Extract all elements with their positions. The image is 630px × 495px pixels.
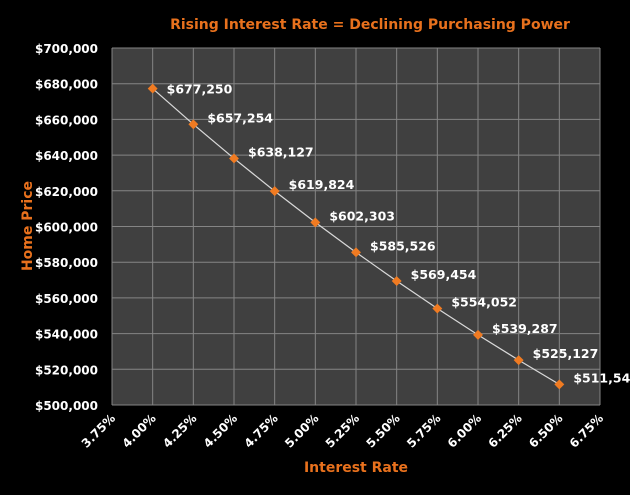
data-point — [188, 119, 199, 130]
y-tick-label: $560,000 — [35, 292, 98, 306]
data-label: $554,052 — [451, 295, 517, 310]
data-points — [147, 83, 565, 390]
data-label: $602,303 — [329, 208, 395, 223]
data-point — [351, 247, 361, 258]
data-point — [229, 153, 239, 164]
data-point — [391, 276, 402, 286]
y-tick-label: $580,000 — [35, 256, 98, 270]
data-point — [269, 186, 280, 197]
data-label: $569,454 — [411, 267, 477, 282]
y-tick-label: $640,000 — [35, 149, 98, 163]
data-label: $585,526 — [370, 238, 436, 253]
data-point — [310, 217, 321, 228]
data-label: $511,542 — [573, 370, 630, 385]
gridlines — [111, 47, 601, 406]
data-label: $539,287 — [492, 321, 558, 336]
y-tick-label: $600,000 — [35, 221, 98, 235]
data-label: $638,127 — [248, 144, 314, 159]
data-point — [554, 379, 565, 390]
data-label: $677,250 — [167, 82, 233, 97]
data-labels: $677,250 $657,254 $638,127 $619,824 $602,303… — [167, 82, 630, 386]
y-tick-label: $540,000 — [35, 328, 98, 342]
data-label: $657,254 — [207, 110, 273, 125]
y-tick-label: $620,000 — [35, 185, 98, 199]
y-tick-label: $500,000 — [35, 399, 98, 413]
data-point — [473, 329, 483, 340]
data-point — [147, 83, 158, 94]
x-axis-label: Interest Rate — [304, 460, 408, 476]
data-point — [513, 355, 524, 366]
data-point — [432, 303, 443, 314]
y-axis-label: Home Price — [20, 181, 36, 271]
y-tick-label: $680,000 — [35, 78, 98, 92]
y-tick-label: $520,000 — [35, 363, 98, 377]
data-label: $619,824 — [289, 177, 355, 192]
y-axis-ticks: $500,000 $520,000 $540,000 $560,000 $580,000… — [35, 42, 98, 413]
chart-title: Rising Interest Rate = Declining Purchas… — [170, 17, 570, 33]
data-label: $525,127 — [533, 346, 599, 361]
y-tick-label: $660,000 — [35, 113, 98, 127]
y-tick-label: $700,000 — [35, 42, 98, 56]
